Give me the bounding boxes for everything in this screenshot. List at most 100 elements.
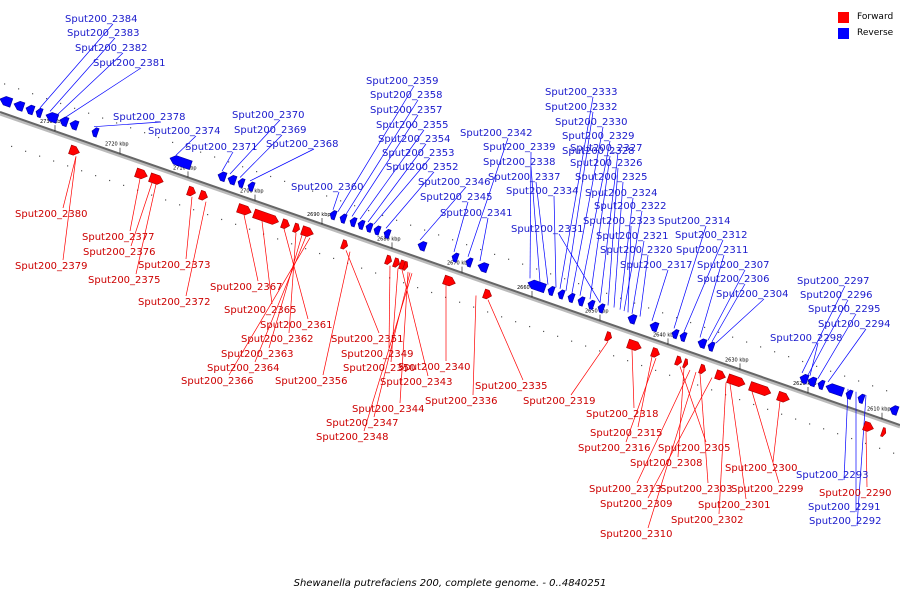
gene-label: Sput200_2298 bbox=[770, 333, 843, 344]
guide-dot bbox=[606, 292, 608, 294]
leader-line bbox=[249, 148, 315, 182]
gene-label: Sput200_2348 bbox=[316, 432, 389, 443]
guide-dot bbox=[109, 179, 111, 182]
guide-dot bbox=[753, 403, 755, 406]
leader-line bbox=[589, 155, 611, 300]
reverse-gene-arrow bbox=[0, 96, 14, 108]
leader-line bbox=[390, 268, 399, 363]
gene-label: Sput200_2376 bbox=[83, 247, 156, 258]
guide-dot bbox=[578, 283, 580, 285]
gene-label: Sput200_2317 bbox=[620, 260, 693, 271]
leader-line bbox=[535, 181, 549, 285]
leader-line bbox=[631, 349, 635, 409]
guide-dot bbox=[95, 175, 97, 177]
gene-arrows bbox=[0, 96, 900, 437]
leader-line bbox=[57, 52, 124, 115]
leader-line bbox=[856, 395, 867, 527]
guide-dot bbox=[760, 346, 762, 348]
forward-gene-arrow bbox=[384, 254, 393, 265]
gene-label: Sput200_2354 bbox=[378, 134, 451, 145]
reverse-gene-arrow bbox=[587, 299, 596, 311]
gene-label: Sput200_2363 bbox=[221, 349, 294, 360]
gene-label: Sput200_2377 bbox=[82, 232, 155, 243]
reverse-gene-arrow bbox=[857, 393, 866, 404]
reverse-gene-arrow bbox=[45, 112, 60, 124]
leader-line bbox=[625, 358, 657, 443]
guide-dot bbox=[536, 268, 538, 270]
guide-dot bbox=[683, 379, 685, 381]
gene-label: Sput200_2370 bbox=[232, 110, 305, 121]
leader-line bbox=[359, 129, 425, 220]
guide-dot bbox=[662, 312, 664, 314]
leader-line bbox=[345, 250, 380, 334]
leader-line bbox=[62, 156, 77, 261]
gene-label: Sput200_2366 bbox=[181, 376, 254, 387]
leader-line bbox=[467, 137, 509, 257]
gene-label: Sput200_2294 bbox=[818, 319, 891, 330]
guide-dot bbox=[627, 360, 629, 362]
reverse-gene-arrow bbox=[799, 373, 810, 385]
gene-label: Sput200_2373 bbox=[138, 260, 211, 271]
reverse-gene-arrow bbox=[807, 376, 818, 388]
forward-gene-arrow bbox=[148, 172, 164, 185]
guide-dot bbox=[158, 136, 160, 139]
reverse-gene-arrow bbox=[383, 228, 392, 240]
gene-label: Sput200_2306 bbox=[697, 274, 770, 285]
leader-line bbox=[809, 342, 819, 376]
leader-line bbox=[718, 382, 727, 515]
gene-label: Sput200_2374 bbox=[148, 126, 221, 137]
gene-label: Sput200_2313 bbox=[589, 484, 662, 495]
forward-gene-arrow bbox=[134, 167, 148, 180]
leader-line bbox=[479, 217, 489, 261]
guide-dot bbox=[459, 301, 461, 303]
reverse-gene-arrow bbox=[247, 181, 256, 192]
leader-line bbox=[228, 237, 311, 376]
gene-label: Sput200_2350 bbox=[343, 363, 416, 374]
leader-line bbox=[129, 178, 141, 232]
gene-label: Sput200_2305 bbox=[658, 443, 731, 454]
forward-gene-arrow bbox=[252, 208, 279, 225]
reverse-gene-arrow bbox=[237, 178, 246, 189]
gene-label: Sput200_2311 bbox=[676, 245, 749, 256]
leader-line bbox=[62, 156, 77, 209]
forward-gene-arrow bbox=[604, 331, 613, 342]
leader-line bbox=[239, 134, 283, 178]
guide-dot bbox=[424, 229, 426, 231]
leader-line bbox=[677, 367, 685, 458]
guide-dot bbox=[788, 356, 790, 358]
guide-dot bbox=[88, 112, 90, 114]
guide-dot bbox=[480, 248, 482, 251]
gene-label: Sput200_2337 bbox=[488, 172, 561, 183]
gene-label: Sput200_2346 bbox=[418, 177, 491, 188]
gene-label: Sput200_2378 bbox=[113, 112, 186, 123]
gene-label: Sput200_2323 bbox=[583, 216, 656, 227]
kbp-tick-label: 2680 kbp bbox=[377, 236, 401, 242]
leader-line bbox=[373, 157, 431, 225]
reverse-gene-arrow bbox=[817, 379, 826, 391]
guide-dot bbox=[179, 204, 181, 206]
guide-dot bbox=[445, 296, 447, 298]
guide-dot bbox=[613, 355, 615, 357]
backbone-line bbox=[0, 111, 900, 426]
leader-line bbox=[65, 67, 142, 118]
guide-dot bbox=[557, 335, 559, 337]
guide-dot bbox=[893, 452, 895, 454]
guide-dot bbox=[375, 272, 377, 274]
forward-gene-arrow bbox=[482, 288, 492, 300]
guide-dot bbox=[522, 263, 524, 265]
guide-dot bbox=[305, 248, 307, 250]
forward-gene-arrow bbox=[698, 363, 707, 375]
reverse-gene-arrow bbox=[597, 303, 606, 314]
gene-label: Sput200_2324 bbox=[585, 188, 658, 199]
legend: Forward Reverse bbox=[838, 9, 893, 41]
kbp-tick-label: 2660 kbp bbox=[517, 285, 541, 291]
leader-line bbox=[619, 197, 634, 310]
legend-item-forward: Forward bbox=[838, 9, 893, 25]
gene-labels: Sput200_2384 Sput200_2383 Sput200_2382 Sput… bbox=[15, 14, 892, 540]
gene-label: Sput200_2329 bbox=[562, 131, 635, 142]
guide-dot bbox=[207, 213, 209, 216]
gene-label: Sput200_2369 bbox=[234, 125, 307, 136]
reverse-gene-arrow bbox=[169, 155, 193, 170]
guide-dot bbox=[704, 326, 706, 329]
gene-label: Sput200_2384 bbox=[65, 14, 138, 25]
